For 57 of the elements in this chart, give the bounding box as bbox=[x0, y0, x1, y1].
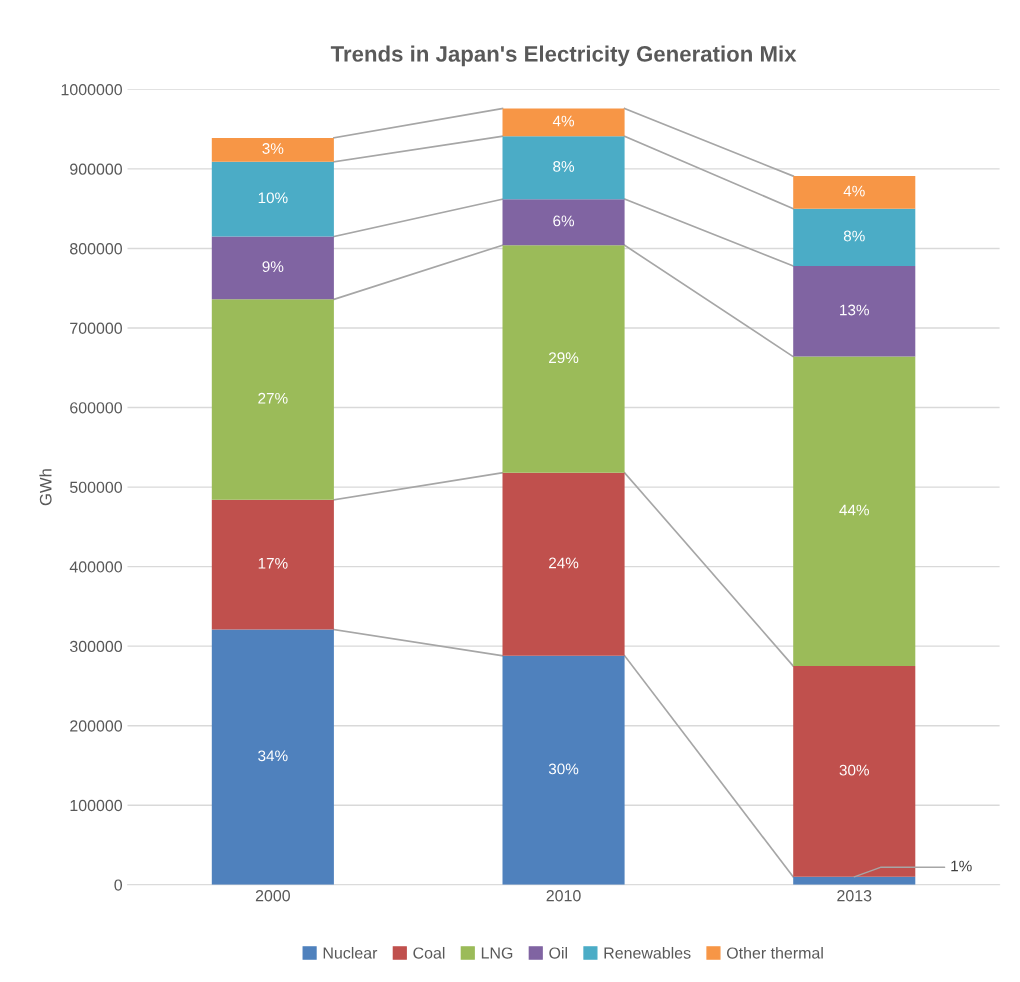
bar bbox=[211, 499, 334, 630]
legend-label: Oil bbox=[549, 946, 567, 959]
annotation: 9% bbox=[262, 261, 284, 273]
annotation: 13% bbox=[840, 304, 869, 316]
annotation: 1% bbox=[951, 860, 972, 872]
annotation: 29% bbox=[549, 352, 579, 364]
annotation: 4% bbox=[552, 115, 575, 127]
annotation: 27% bbox=[258, 392, 288, 404]
legend-label: Renewables bbox=[604, 946, 691, 959]
annotation: 8% bbox=[843, 230, 865, 242]
annotation: 44% bbox=[839, 504, 869, 516]
x-tick-label: 2000 bbox=[255, 890, 290, 902]
y-tick-label: 900000 bbox=[70, 163, 123, 175]
annotation: 34% bbox=[258, 750, 288, 762]
y-tick-label: 200000 bbox=[70, 720, 123, 732]
legend-label: Nuclear bbox=[323, 946, 378, 959]
chart-title: Trends in Japan's Electricity Generation Mix bbox=[330, 45, 797, 67]
y-tick-label: 400000 bbox=[69, 561, 123, 573]
annotation: 8% bbox=[553, 160, 575, 172]
y-tick-label: 100000 bbox=[70, 799, 123, 812]
legend-label: Coal bbox=[413, 946, 445, 959]
y-tick-label: 500000 bbox=[69, 481, 123, 494]
annotation: 3% bbox=[262, 143, 284, 154]
bar bbox=[793, 356, 916, 667]
legend-label: LNG bbox=[481, 947, 513, 959]
bar bbox=[211, 236, 334, 300]
y-tick-label: 0 bbox=[114, 879, 123, 891]
x-tick-label: 2013 bbox=[837, 890, 872, 902]
bar bbox=[793, 176, 916, 209]
annotation: 24% bbox=[549, 557, 579, 569]
annotation: 30% bbox=[839, 764, 869, 776]
bar bbox=[211, 137, 334, 162]
bar bbox=[502, 655, 625, 885]
bar bbox=[793, 265, 916, 357]
bar bbox=[211, 629, 334, 885]
legend-label: Other thermal bbox=[726, 946, 823, 959]
bar bbox=[211, 299, 334, 500]
bar bbox=[502, 472, 625, 656]
bar bbox=[793, 666, 916, 877]
y-axis-title: GWh bbox=[39, 469, 52, 506]
annotation: 6% bbox=[553, 215, 575, 227]
x-tick-label: 2010 bbox=[546, 890, 581, 902]
y-tick-label: 300000 bbox=[69, 640, 123, 653]
y-tick-label: 1000000 bbox=[61, 84, 123, 96]
annotation: 4% bbox=[843, 185, 865, 197]
y-tick-label: 600000 bbox=[70, 402, 123, 414]
bar bbox=[793, 208, 916, 266]
bar bbox=[502, 108, 625, 137]
bar bbox=[502, 136, 625, 200]
bar bbox=[502, 199, 625, 246]
y-tick-label: 700000 bbox=[70, 322, 123, 334]
bar bbox=[502, 245, 625, 473]
annotation: 30% bbox=[548, 763, 579, 775]
annotation: 10% bbox=[258, 192, 288, 204]
bar bbox=[211, 161, 334, 237]
annotation: 17% bbox=[258, 557, 288, 569]
y-tick-label: 800000 bbox=[70, 243, 123, 255]
